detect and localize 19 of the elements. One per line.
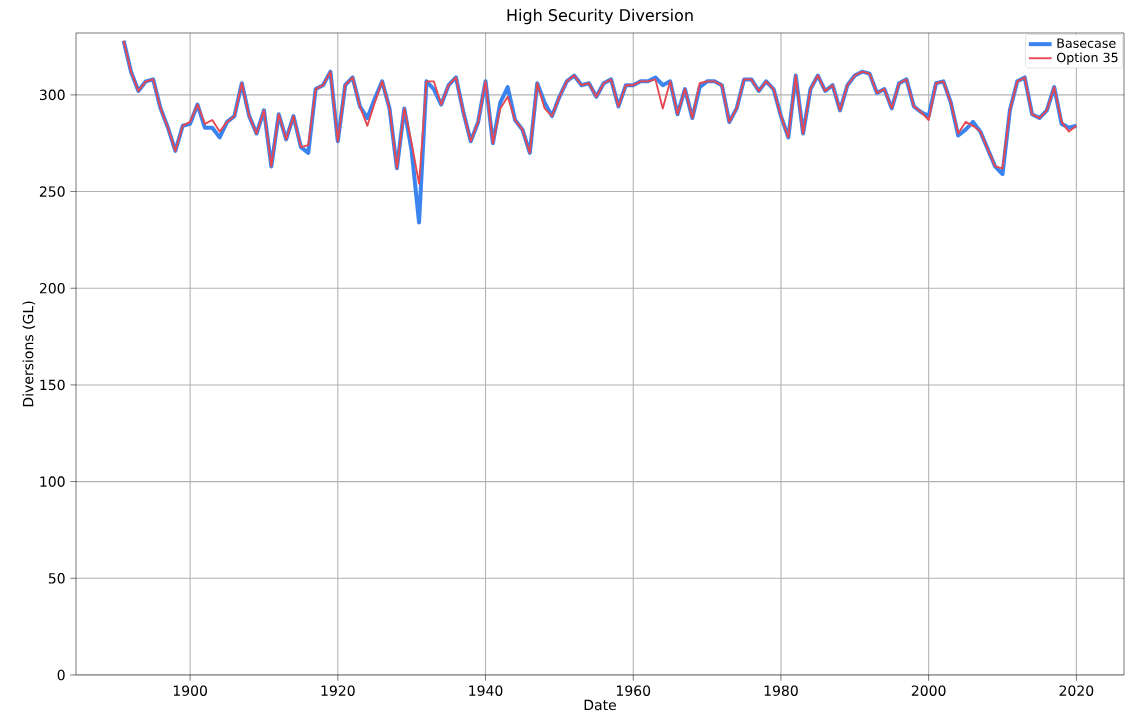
x-tick-label: 1980	[764, 685, 798, 696]
y-tick-label: 300	[39, 89, 65, 101]
legend-label: Option 35	[1056, 52, 1118, 65]
x-tick-label: 1940	[469, 685, 503, 696]
x-tick-label: 1900	[173, 685, 207, 696]
y-tick-label: 250	[39, 186, 65, 197]
y-tick-label: 100	[40, 476, 65, 487]
x-tick-label: 1960	[616, 685, 651, 696]
x-axis-title: Date	[584, 699, 616, 711]
x-tick-label: 1920	[321, 685, 355, 696]
legend-label: Basecase	[1057, 38, 1116, 48]
y-axis-title: Diversions (GL)	[22, 301, 36, 407]
y-tick-label: 0	[57, 669, 65, 681]
x-tick-label: 2020	[1059, 685, 1094, 696]
y-tick-label: 200	[39, 282, 65, 294]
x-tick-label: 2000	[911, 685, 946, 696]
y-tick-label: 50	[48, 573, 65, 584]
chart-title: High Security Diversion	[507, 8, 693, 25]
y-tick-label: 150	[40, 379, 65, 391]
